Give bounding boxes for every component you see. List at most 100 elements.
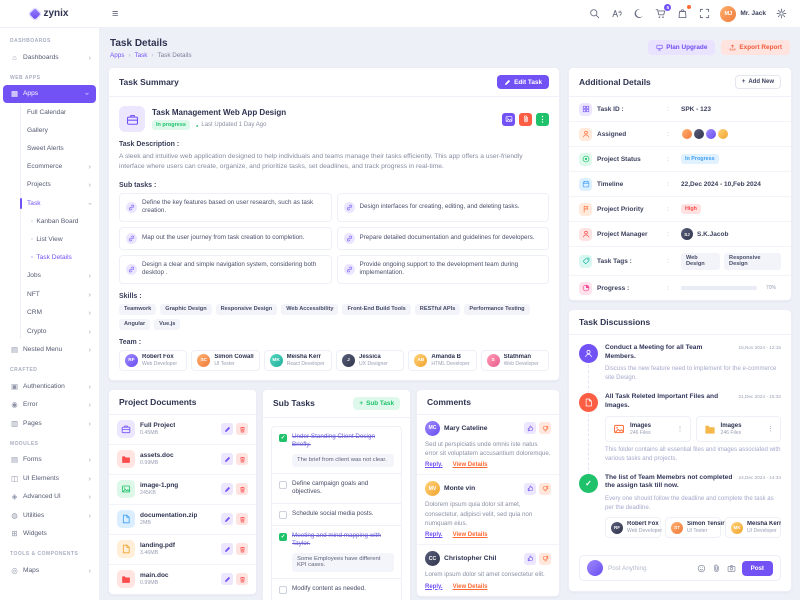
subtask-item[interactable]: Design a clear and simple navigation sys…	[119, 254, 332, 284]
team-member[interactable]: MK Meisha Kerr React Developer	[263, 349, 332, 371]
edit-document-button[interactable]	[221, 483, 233, 496]
edit-document-button[interactable]	[221, 543, 233, 556]
kebab-menu-icon[interactable]	[767, 425, 774, 433]
edit-document-button[interactable]	[221, 423, 233, 436]
skill-tag[interactable]: Responsive Design	[215, 303, 278, 315]
team-member[interactable]: AB Amanda B HTML Developer	[408, 349, 477, 371]
user-menu[interactable]: MJ Mr. Jack	[720, 5, 766, 22]
document-row[interactable]: Full Project 0.45MB	[109, 415, 256, 445]
sidebar-item-widgets[interactable]: Widgets	[0, 525, 99, 544]
kebab-menu-icon[interactable]	[677, 425, 684, 433]
sidebar-item-jobs[interactable]: Jobs	[0, 267, 99, 286]
sidebar-item-sweet-alerts[interactable]: Sweet Alerts	[27, 144, 64, 152]
document-row[interactable]: documentation.zip 2MB	[109, 505, 256, 535]
delete-document-button[interactable]	[236, 573, 248, 586]
thumbs-down-button[interactable]	[539, 422, 551, 435]
document-row[interactable]: main.doc 0.99MB	[109, 565, 256, 594]
team-member[interactable]: S Stathman Web Developer	[480, 349, 549, 371]
post-button[interactable]: Post	[741, 560, 773, 576]
delete-document-button[interactable]	[236, 483, 248, 496]
sidebar-item-full-calendar[interactable]: Full Calendar	[27, 108, 67, 116]
settings-gear-icon[interactable]	[775, 7, 788, 20]
checkbox-unchecked[interactable]	[279, 480, 287, 489]
task-tag[interactable]: Responsive Design	[724, 252, 781, 270]
member-chip[interactable]: ST Simon Tensir UI Tester	[665, 517, 725, 539]
breadcrumb-apps[interactable]: Apps	[110, 52, 125, 59]
view-details-link[interactable]: View Details	[452, 583, 488, 590]
thumbs-up-button[interactable]	[524, 482, 536, 495]
reply-link[interactable]: Reply.	[425, 583, 443, 590]
dark-mode-moon-icon[interactable]	[632, 7, 645, 20]
sidebar-item-authentication[interactable]: Authentication	[0, 377, 99, 396]
document-row[interactable]: assets.doc 0.99MB	[109, 445, 256, 475]
sidebar-toggle-hamburger-icon[interactable]	[112, 8, 118, 20]
language-icon[interactable]	[610, 7, 623, 20]
delete-document-button[interactable]	[236, 543, 248, 556]
images-folder-card[interactable]: Images 246 Files	[605, 415, 691, 442]
camera-icon[interactable]	[727, 563, 737, 573]
thumbs-down-button[interactable]	[539, 552, 551, 565]
checkbox-unchecked[interactable]	[279, 510, 287, 519]
member-chip[interactable]: RF Robert Fox Web Developer	[605, 517, 662, 539]
sidebar-item-kanban-board[interactable]: Kanban Board	[0, 213, 99, 231]
task-more-button[interactable]	[536, 112, 549, 126]
team-member[interactable]: RF Robert Fox Web Developer	[119, 349, 188, 371]
sidebar-item-error[interactable]: Error	[0, 396, 99, 415]
brand-logo[interactable]: zynix	[0, 7, 100, 20]
add-new-button[interactable]: Add New	[734, 75, 781, 89]
add-sub-task-button[interactable]: Sub Task	[353, 396, 400, 410]
checkbox-checked[interactable]	[279, 433, 287, 442]
sidebar-item-gallery[interactable]: Gallery	[27, 126, 48, 134]
document-row[interactable]: landing.pdf 3.46MB	[109, 535, 256, 565]
reply-link[interactable]: Reply.	[425, 462, 443, 469]
sidebar-item-crypto[interactable]: Crypto	[0, 322, 99, 341]
edit-document-button[interactable]	[221, 573, 233, 586]
sidebar-item-nested-menu[interactable]: Nested Menu	[0, 341, 99, 360]
view-details-link[interactable]: View Details	[452, 532, 488, 539]
edit-document-button[interactable]	[221, 513, 233, 526]
images-folder-card[interactable]: Images 246 Files	[695, 415, 781, 442]
sidebar-item-utilities[interactable]: Utilities	[0, 506, 99, 525]
notifications-bag-icon[interactable]	[676, 5, 692, 20]
sidebar-item-forms[interactable]: Forms	[0, 451, 99, 470]
post-anything-input[interactable]	[608, 564, 692, 572]
sidebar-item-nft[interactable]: NFT	[0, 285, 99, 304]
edit-task-button[interactable]: Edit Task	[497, 75, 549, 89]
subtask-item[interactable]: Prepare detailed documentation and guide…	[336, 226, 549, 250]
delete-document-button[interactable]	[236, 453, 248, 466]
member-chip[interactable]: MK Meisha Kerr UI Developer	[725, 517, 781, 539]
edit-document-button[interactable]	[221, 453, 233, 466]
skill-tag[interactable]: Performance Testing	[464, 303, 530, 315]
sidebar-item-advanced-ui[interactable]: Advanced UI	[0, 488, 99, 507]
task-tag[interactable]: Web Design	[681, 252, 721, 270]
reply-link[interactable]: Reply.	[425, 532, 443, 539]
sidebar-item-ecommerce[interactable]: Ecommerce	[0, 157, 99, 176]
checkbox-checked[interactable]	[279, 532, 287, 541]
sidebar-item-task-details[interactable]: Task Details	[0, 249, 99, 267]
task-attachment-button[interactable]	[519, 112, 532, 126]
sidebar-item-apps[interactable]: Apps	[3, 84, 96, 103]
sidebar-item-task[interactable]: Task	[0, 194, 99, 213]
subtask-item[interactable]: Define the key features based on user re…	[119, 192, 332, 222]
skill-tag[interactable]: Teamwork	[119, 303, 157, 315]
subtask-item[interactable]: Provide ongoing support to the developme…	[336, 254, 549, 284]
emoji-icon[interactable]	[697, 563, 707, 573]
cart-icon[interactable]: 5	[654, 4, 672, 20]
sidebar-item-dashboards[interactable]: Dashboards	[0, 48, 99, 67]
skill-tag[interactable]: RESTful APIs	[414, 303, 461, 315]
fullscreen-icon[interactable]	[698, 7, 711, 20]
sidebar-item-projects[interactable]: Projects	[0, 176, 99, 195]
task-gallery-button[interactable]	[502, 112, 515, 126]
sidebar-item-pages[interactable]: Pages	[0, 414, 99, 433]
subtask-item[interactable]: Map out the user journey from task creat…	[119, 226, 332, 250]
export-report-button[interactable]: Export Report	[721, 40, 790, 55]
search-icon[interactable]	[588, 7, 601, 20]
skill-tag[interactable]: Graphic Design	[160, 303, 212, 315]
view-details-link[interactable]: View Details	[452, 462, 488, 469]
thumbs-up-button[interactable]	[524, 552, 536, 565]
delete-document-button[interactable]	[236, 513, 248, 526]
sidebar-item-ui-elements[interactable]: UI Elements	[0, 469, 99, 488]
assigned-avatars[interactable]	[681, 128, 729, 140]
thumbs-down-button[interactable]	[539, 482, 551, 495]
skill-tag[interactable]: Web Accessibility	[281, 303, 339, 315]
